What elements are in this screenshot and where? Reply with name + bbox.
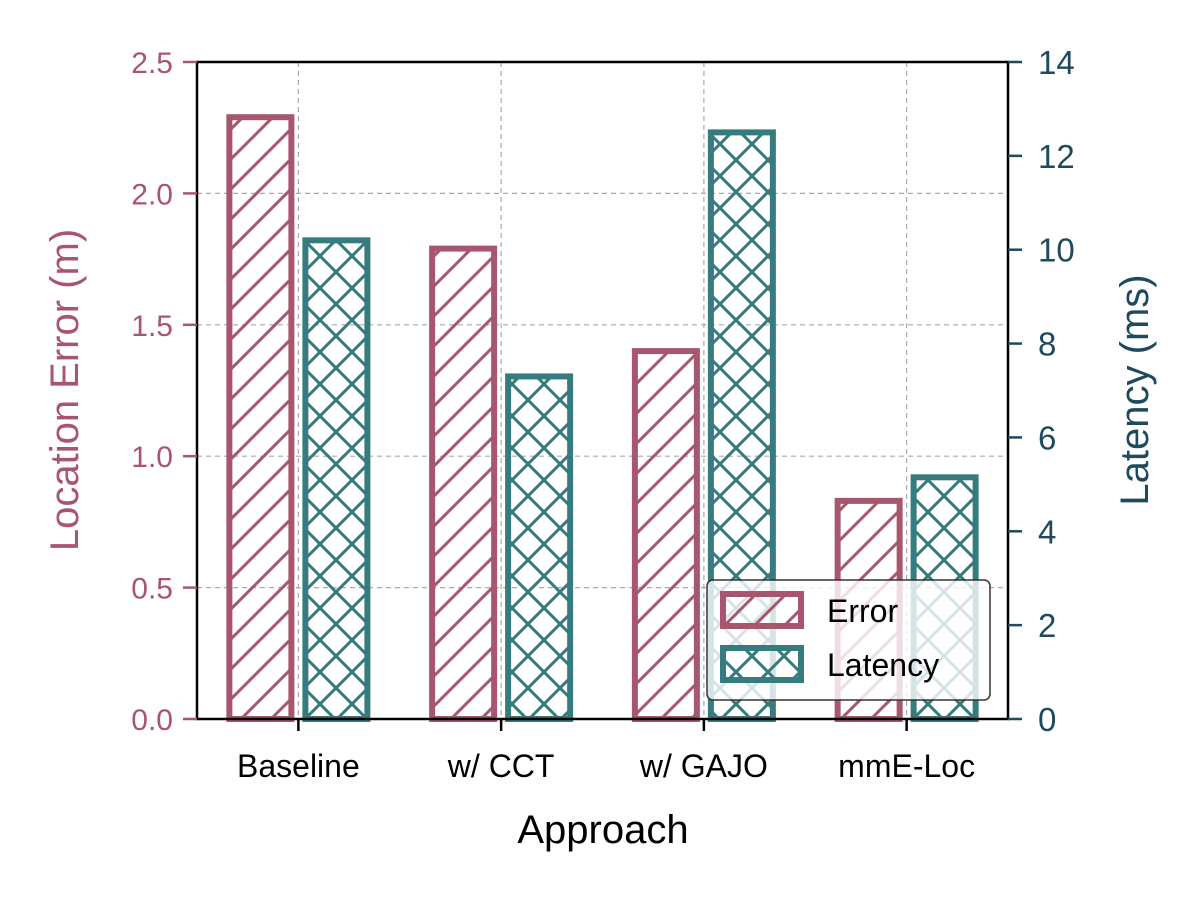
bar-error-2 (631, 348, 700, 722)
x-axis-category-label: w/ GAJO (639, 748, 768, 784)
bar-latency-0 (302, 237, 371, 722)
right-axis-tick-label: 6 (1038, 419, 1056, 456)
right-axis-tick-label: 2 (1038, 607, 1056, 644)
right-axis-tick-label: 4 (1038, 513, 1056, 550)
legend-label-error: Error (827, 593, 898, 629)
legend-swatch-latency (720, 645, 804, 683)
left-axis-tick-label: 0.5 (131, 573, 173, 606)
right-axis-title: Latency (ms) (1113, 274, 1157, 505)
right-axis-tick-label: 14 (1038, 44, 1075, 81)
legend-swatch-error (720, 591, 804, 629)
left-axis-tick-label: 2.5 (131, 47, 173, 80)
right-axis-tick-label: 12 (1038, 138, 1075, 175)
bar-latency-1 (505, 373, 574, 722)
bar-error-0 (226, 114, 295, 723)
left-axis-tick-label: 1.0 (131, 441, 173, 474)
axes: 0.0 0.5 1.0 1.5 2.0 2.5 0 2 4 6 8 10 12 14 Baseline w/ … (131, 44, 1074, 784)
plot-frame (195, 60, 1010, 721)
x-axis-category-label: mmE-Loc (838, 748, 975, 784)
x-axis-title: Approach (517, 808, 688, 852)
x-axis-category-label: w/ CCT (447, 748, 555, 784)
left-axis-tick-label: 1.5 (131, 310, 173, 343)
legend-label-latency: Latency (827, 647, 939, 683)
bar-error-1 (429, 245, 498, 722)
right-axis-tick-label: 8 (1038, 326, 1056, 363)
left-axis-tick-label: 0.0 (131, 704, 173, 737)
right-axis-tick-label: 0 (1038, 701, 1056, 738)
right-axis-tick-label: 10 (1038, 232, 1075, 269)
x-axis-category-label: Baseline (237, 748, 360, 784)
left-axis-title: Location Error (m) (43, 229, 87, 551)
legend: Error Latency (706, 579, 991, 701)
left-axis-tick-label: 2.0 (131, 178, 173, 211)
